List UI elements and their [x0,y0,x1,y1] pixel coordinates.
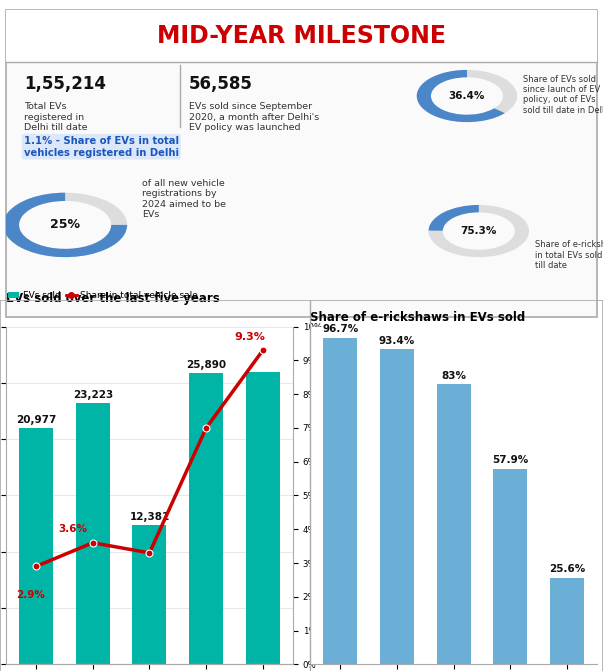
FancyBboxPatch shape [6,10,597,62]
Text: 25,890: 25,890 [186,360,226,370]
Text: 23,223: 23,223 [72,390,113,399]
Text: EVs sold since September
2020, a month after Delhi's
EV policy was launched: EVs sold since September 2020, a month a… [189,102,320,132]
Text: MID-YEAR MILESTONE: MID-YEAR MILESTONE [157,24,446,48]
Text: Total EVs
registered in
Delhi till date: Total EVs registered in Delhi till date [24,102,87,132]
Text: 20,977: 20,977 [16,415,56,425]
Wedge shape [3,193,127,257]
Text: 83%: 83% [441,370,466,380]
Text: 1,55,214: 1,55,214 [24,74,106,93]
Bar [493,469,527,664]
Text: 25.6%: 25.6% [549,564,585,574]
Legend: EVs sold, Share in total vehicle sale: EVs sold, Share in total vehicle sale [5,287,202,303]
Bar [380,349,414,664]
Bar [437,384,470,664]
Bar [189,373,223,664]
Text: 1.1% - Share of EVs in total
vehicles registered in Delhi: 1.1% - Share of EVs in total vehicles re… [24,136,178,158]
Text: of all new vehicle
registrations by
2024 aimed to be
EVs: of all new vehicle registrations by 2024… [142,179,226,219]
Wedge shape [429,205,529,257]
Wedge shape [417,70,517,122]
Bar [550,578,584,664]
Bar [19,428,53,664]
Text: 25%: 25% [50,219,80,231]
Text: Share of e-rickshaws in EVs sold: Share of e-rickshaws in EVs sold [310,311,525,324]
Text: 93.4%: 93.4% [379,336,415,346]
Wedge shape [417,70,505,122]
Text: Share of EVs sold
since launch of EV
policy, out of EVs
sold till date in Delhi: Share of EVs sold since launch of EV pol… [523,74,603,115]
FancyBboxPatch shape [6,10,597,317]
Text: 3.6%: 3.6% [58,524,87,534]
Wedge shape [3,193,127,257]
Text: 57.9%: 57.9% [492,456,528,466]
Bar [323,338,357,664]
Text: 2.9%: 2.9% [16,590,45,600]
Text: 96.7%: 96.7% [322,325,358,334]
Wedge shape [429,205,479,231]
Text: 12,381: 12,381 [129,511,169,521]
Text: 56,585: 56,585 [189,74,253,93]
Text: Share of e-rickshaws
in total EVs sold
till date: Share of e-rickshaws in total EVs sold t… [535,240,603,270]
Text: EVs sold over the last five years: EVs sold over the last five years [6,292,219,305]
Text: 75.3%: 75.3% [461,226,497,236]
Bar [76,403,110,664]
Text: 36.4%: 36.4% [449,91,485,101]
Text: 9.3%: 9.3% [235,332,265,342]
Bar [133,525,166,664]
Bar [246,372,280,664]
